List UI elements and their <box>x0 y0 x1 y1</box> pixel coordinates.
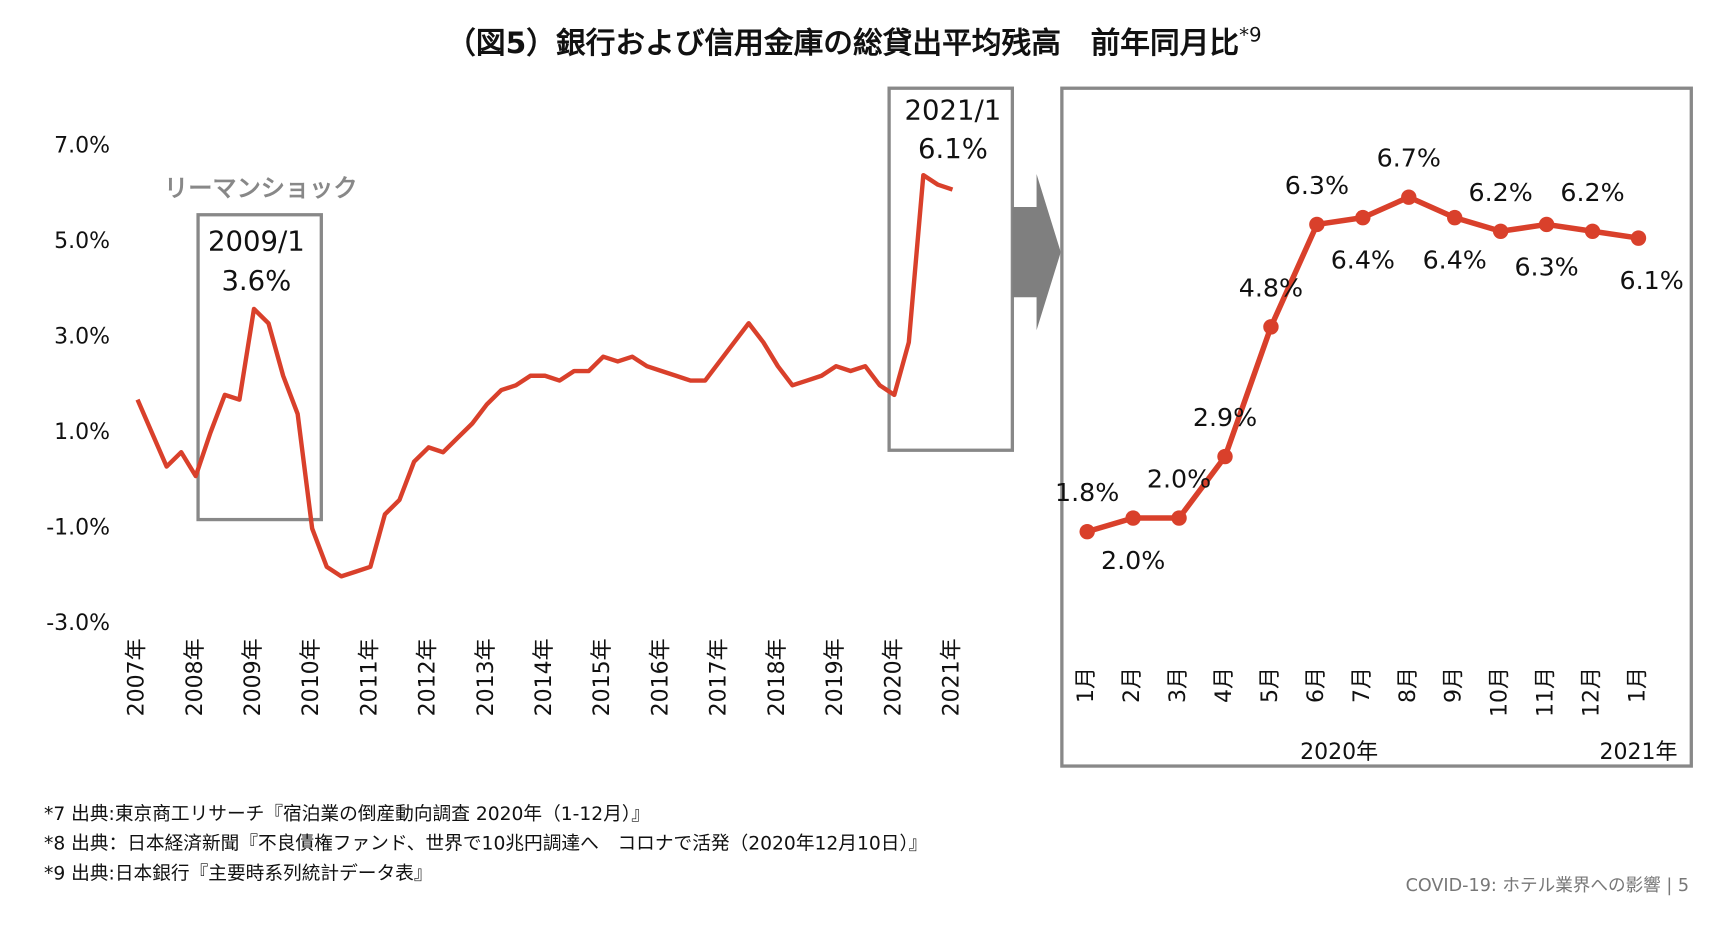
x-tick-label: 1月 <box>1625 667 1650 703</box>
y-tick-label: -3.0% <box>46 611 110 636</box>
x-tick-label: 2010年 <box>299 638 324 716</box>
data-label: 6.2% <box>1469 178 1533 207</box>
x-tick-label: 2021年 <box>939 638 964 716</box>
x-tick-label: 2013年 <box>474 638 499 716</box>
data-point <box>1630 230 1647 246</box>
footnote: *7 出典:東京商工リサーチ『宿泊業の倒産動向調査 2020年（1-12月）』 <box>44 804 650 825</box>
data-label: 6.2% <box>1560 178 1624 207</box>
x-tick-label: 2月 <box>1120 667 1145 703</box>
data-label: 6.4% <box>1423 246 1487 275</box>
x-tick-label: 1月 <box>1074 667 1099 703</box>
x-tick-label: 2008年 <box>183 638 208 716</box>
data-point <box>1309 216 1325 233</box>
data-label: 2.0% <box>1147 465 1211 494</box>
data-label: 4.8% <box>1239 273 1303 302</box>
x-tick-label: 8月 <box>1396 667 1421 703</box>
x-tick-label: 2012年 <box>416 638 441 716</box>
x-tick-label: 2014年 <box>532 638 557 716</box>
footnote: *8 出典：日本経済新聞『不良債権ファンド、世界で10兆円調達へ コロナで活発（… <box>44 834 927 855</box>
y-tick-label: 3.0% <box>54 325 110 350</box>
y-tick-label: 1.0% <box>54 420 110 445</box>
annotation: 2021/1 <box>905 94 1002 126</box>
x-tick-label: 2011年 <box>357 638 382 716</box>
x-tick-label: 5月 <box>1258 667 1283 703</box>
data-label: 1.8% <box>1055 478 1119 507</box>
x-tick-label: 7月 <box>1350 667 1375 703</box>
data-line <box>135 172 954 579</box>
arrow <box>1012 174 1061 331</box>
data-label: 6.4% <box>1331 246 1395 275</box>
title: （図5）銀行および信用金庫の総貸出平均残高 前年同月比*9 <box>446 23 1261 61</box>
x-tick-label: 12月 <box>1580 667 1605 717</box>
data-point <box>1401 189 1417 205</box>
footnote: *9 出典:日本銀行『主要時系列統計データ表』 <box>44 863 433 884</box>
data-label: 6.7% <box>1377 144 1441 173</box>
annotation: 3.6% <box>221 265 291 297</box>
annotation: 6.1% <box>918 133 988 165</box>
x-tick-label: 10月 <box>1488 667 1513 717</box>
data-point <box>1492 223 1509 239</box>
annotation: 2009/1 <box>208 225 305 257</box>
y-tick-label: 5.0% <box>54 229 110 254</box>
zoom-box <box>1060 86 1693 768</box>
highlight-box <box>196 213 323 522</box>
footer: COVID-19: ホテル業界への影響 | 5 <box>1406 876 1690 896</box>
x-tick-label: 11月 <box>1534 667 1559 717</box>
x-tick-label: 2018年 <box>765 638 790 716</box>
x-tick-label: 2017年 <box>707 638 732 716</box>
group-label: 2021年 <box>1599 740 1677 765</box>
group-label: 2020年 <box>1300 740 1378 765</box>
data-point <box>1447 209 1463 226</box>
x-tick-label: 2020年 <box>881 638 906 716</box>
data-point <box>1217 448 1233 465</box>
data-label: 2.0% <box>1101 546 1165 575</box>
data-point <box>1263 319 1279 335</box>
data-point <box>1171 510 1187 526</box>
x-tick-label: 9月 <box>1442 667 1467 703</box>
data-point <box>1079 523 1095 540</box>
data-point <box>1584 223 1601 239</box>
x-tick-label: 4月 <box>1212 667 1237 703</box>
data-label: 6.1% <box>1620 266 1684 295</box>
data-point <box>1538 216 1555 233</box>
x-tick-label: 3月 <box>1166 667 1191 703</box>
y-tick-label: 7.0% <box>54 134 110 159</box>
x-tick-label: 6月 <box>1304 667 1329 703</box>
annotation: リーマンショック <box>164 174 358 202</box>
x-tick-label: 2019年 <box>823 638 848 716</box>
y-tick-label: -1.0% <box>46 516 110 541</box>
data-point <box>1125 510 1141 526</box>
x-tick-label: 2009年 <box>241 638 266 716</box>
title-text: （図5）銀行および信用金庫の総貸出平均残高 前年同月比 <box>446 26 1239 61</box>
x-tick-label: 2016年 <box>648 638 673 716</box>
data-point <box>1355 209 1371 226</box>
title-note: *9 <box>1239 23 1262 46</box>
data-label: 2.9% <box>1193 403 1257 432</box>
data-label: 6.3% <box>1285 171 1349 200</box>
data-label: 6.3% <box>1514 252 1578 281</box>
x-tick-label: 2015年 <box>590 638 615 716</box>
x-tick-label: 2007年 <box>125 638 150 716</box>
